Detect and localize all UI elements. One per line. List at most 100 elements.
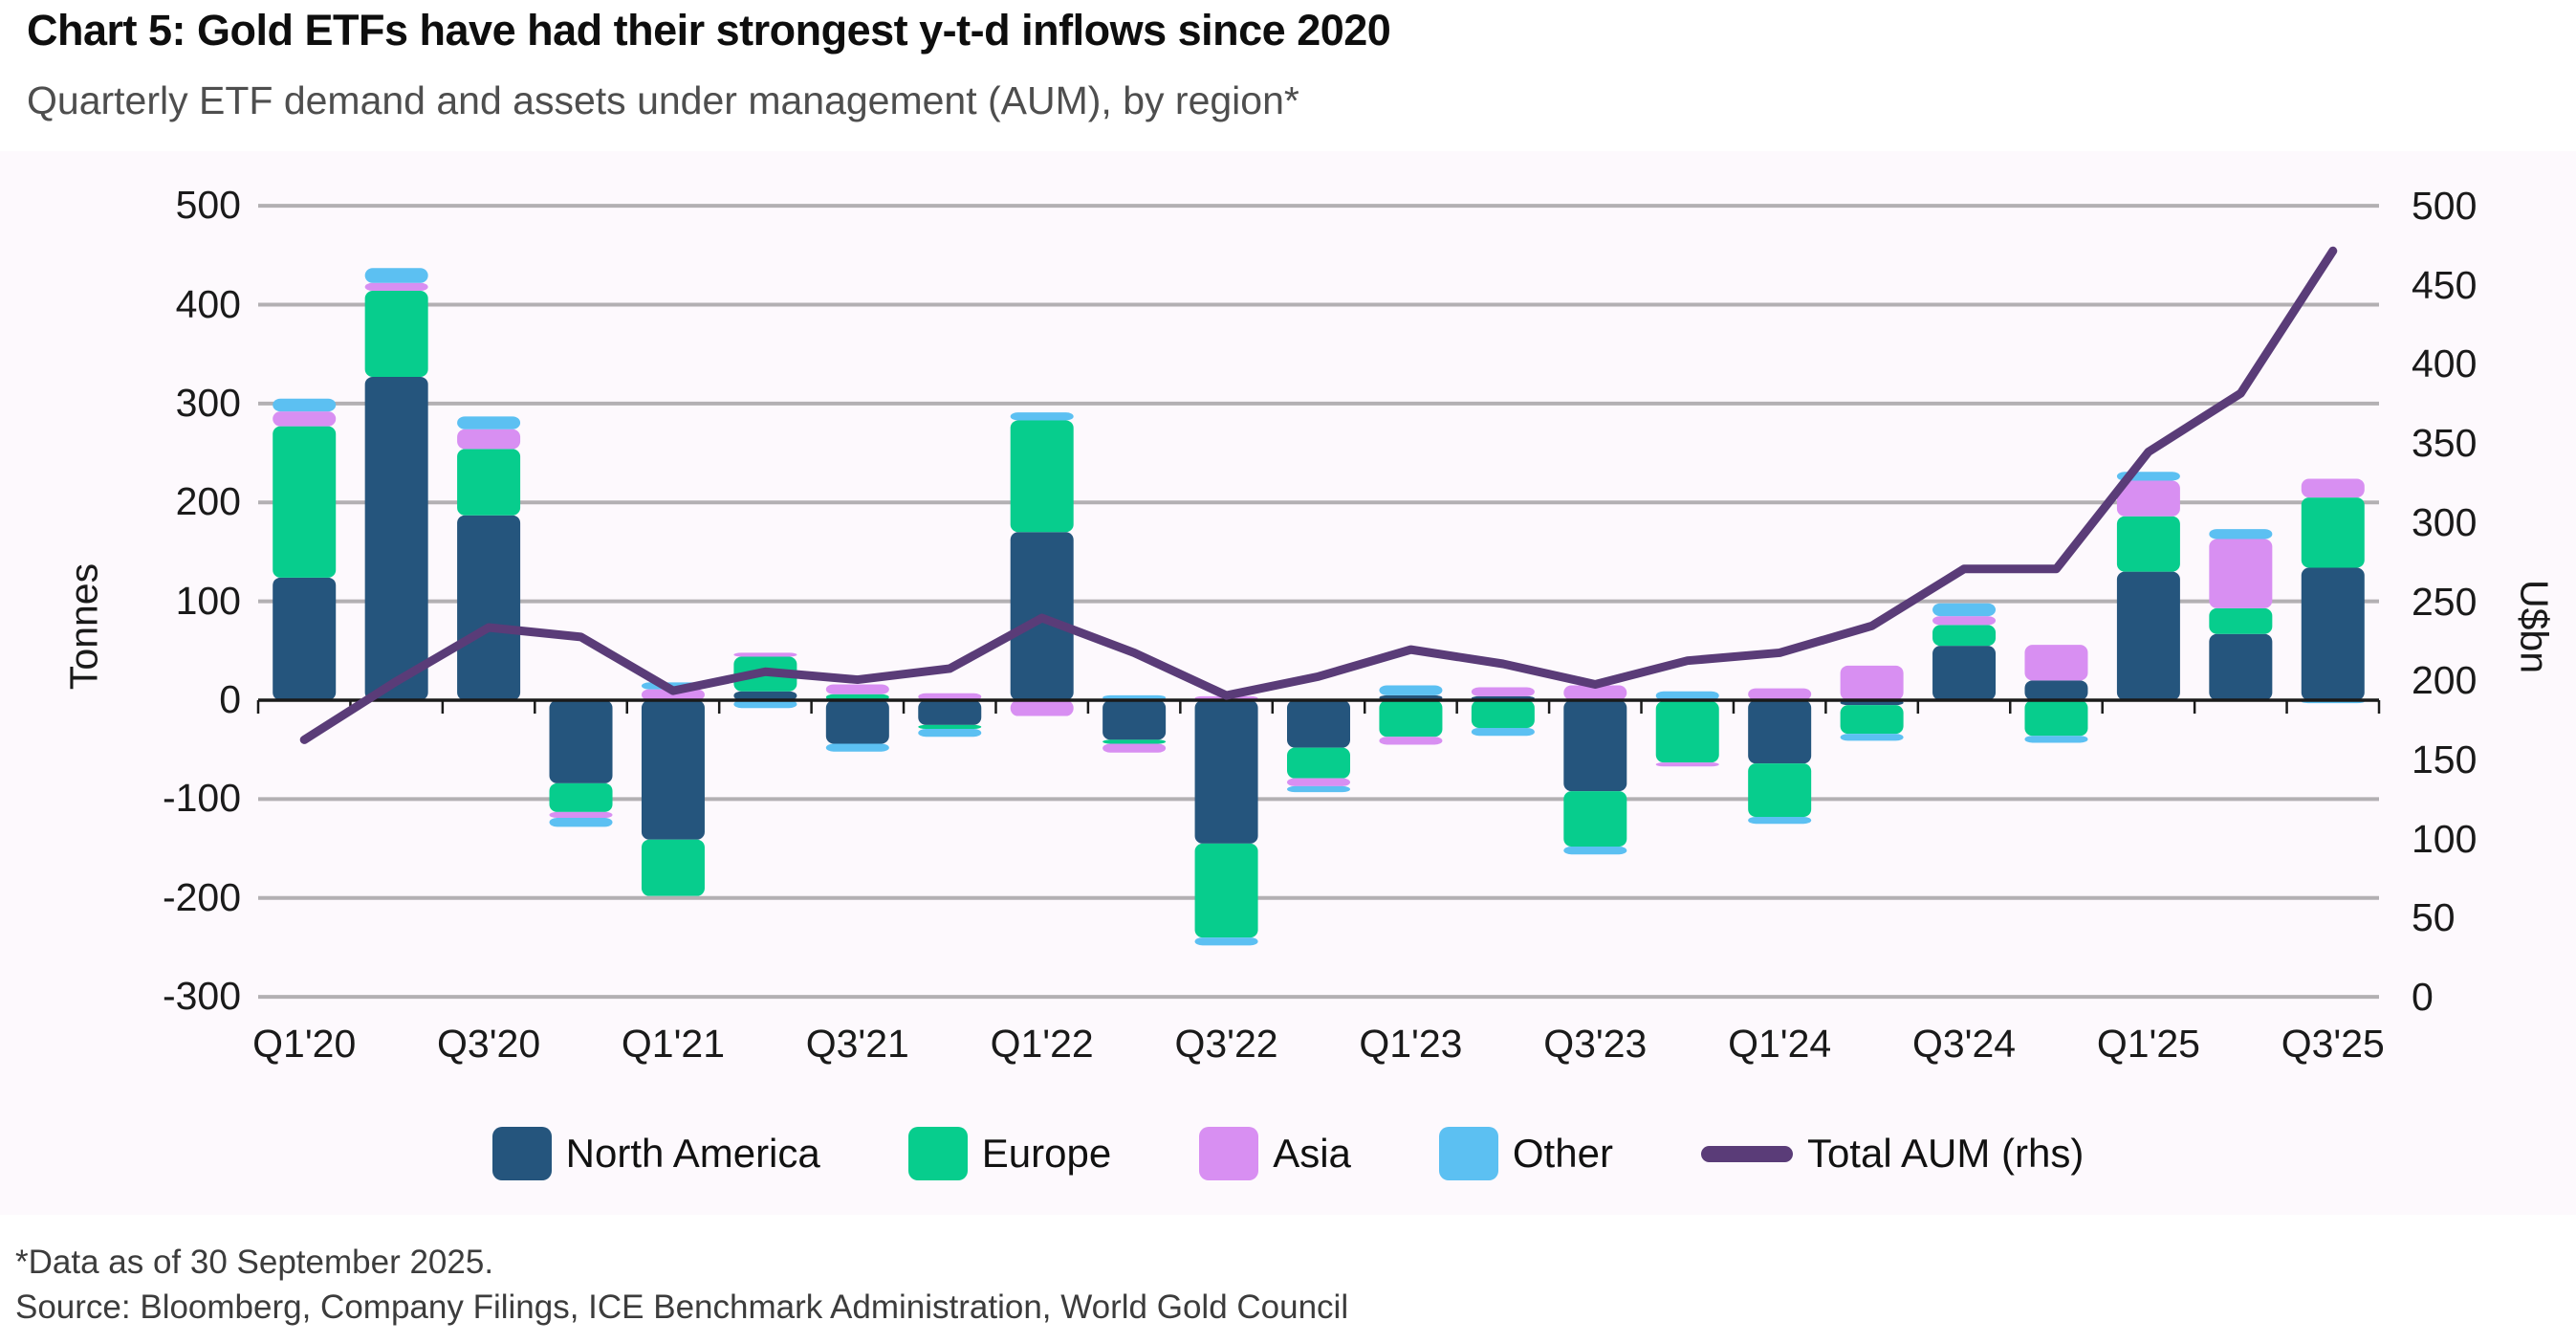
x-axis-tick-label: Q1'23 — [1359, 1022, 1463, 1066]
bar-segment-north-america — [641, 700, 705, 840]
right-axis-tick-label: 450 — [2412, 262, 2478, 307]
right-axis-tick-label: 350 — [2412, 421, 2478, 466]
bar-segment-north-america — [2209, 633, 2273, 700]
left-axis-tick-label: 400 — [175, 281, 241, 326]
x-axis-tick-label: Q3'22 — [1174, 1022, 1278, 1066]
legend-item-total-aum-rhs-: Total AUM (rhs) — [1700, 1131, 2084, 1177]
x-axis-tick-label: Q3'25 — [2281, 1022, 2385, 1066]
bar-segment-north-america — [1287, 700, 1350, 748]
bar-segment-other — [2209, 529, 2273, 539]
bar-segment-north-america — [364, 376, 428, 700]
bar-segment-europe — [549, 782, 613, 812]
bar-segment-other — [1748, 816, 1812, 825]
bar-segment-asia — [825, 684, 889, 694]
bar-segment-other — [918, 728, 982, 738]
left-axis-tick-label: 0 — [219, 677, 241, 721]
x-axis-tick-label: Q1'21 — [621, 1022, 726, 1066]
left-axis-tick-label: 300 — [175, 380, 241, 425]
bar-segment-asia — [1840, 665, 1904, 700]
bar-segment-asia — [273, 411, 337, 427]
legend-swatch-icon — [1438, 1127, 1498, 1180]
bar-segment-asia — [1932, 616, 1997, 626]
right-axis-tick-label: 150 — [2412, 737, 2478, 782]
bar-segment-other — [825, 743, 889, 752]
right-axis-tick-label: 0 — [2412, 975, 2434, 1019]
bar-segment-north-america — [273, 577, 337, 700]
bar-segment-asia — [2024, 645, 2088, 681]
bar-segment-asia — [1102, 743, 1167, 753]
bar-segment-europe — [1655, 701, 1719, 763]
bar-segment-asia — [2301, 478, 2365, 498]
bar-segment-north-america — [1932, 646, 1997, 700]
bar-segment-europe — [1010, 420, 1074, 533]
bar-segment-other — [1287, 785, 1350, 793]
bar-segment-asia — [1563, 685, 1627, 700]
bar-segment-asia — [457, 429, 521, 450]
legend-label: Asia — [1273, 1131, 1351, 1176]
bar-segment-europe — [1471, 700, 1535, 728]
bar-segment-europe — [918, 724, 982, 729]
bar-segment-europe — [1194, 843, 1258, 938]
legend-label: Other — [1512, 1131, 1613, 1176]
bar-segment-europe — [2116, 516, 2180, 572]
bar-segment-other — [549, 818, 613, 827]
left-axis-tick-label: -200 — [162, 874, 241, 919]
bar-segment-north-america — [733, 691, 797, 700]
right-axis-tick-label: 500 — [2412, 184, 2478, 228]
bar-segment-asia — [1471, 687, 1535, 696]
x-axis-tick-label: Q3'24 — [1911, 1022, 2017, 1066]
x-axis-tick-label: Q3'20 — [437, 1022, 541, 1066]
x-axis-tick-label: Q1'25 — [2096, 1022, 2200, 1066]
bar-segment-asia — [1287, 778, 1350, 786]
bar-segment-north-america — [2116, 571, 2180, 700]
bar-segment-other — [1932, 603, 1997, 617]
legend-swatch-icon — [491, 1127, 552, 1180]
bar-segment-other — [1563, 846, 1627, 855]
bar-segment-asia — [549, 811, 613, 819]
chart-subtitle: Quarterly ETF demand and assets under ma… — [27, 78, 1299, 122]
legend-label: Europe — [981, 1131, 1112, 1176]
bar-segment-north-america — [1102, 700, 1167, 740]
legend-swatch-icon — [907, 1127, 968, 1180]
right-axis-tick-label: 250 — [2412, 579, 2478, 624]
x-axis-tick-label: Q3'21 — [805, 1022, 909, 1066]
source-line: Source: Bloomberg, Company Filings, ICE … — [15, 1288, 1349, 1326]
x-axis-tick-label: Q1'24 — [1728, 1022, 1832, 1066]
bar-segment-other — [1655, 691, 1719, 700]
left-axis-tick-label: 200 — [175, 479, 241, 524]
right-axis-tick-label: 200 — [2412, 658, 2478, 703]
bar-segment-north-america — [825, 700, 889, 744]
bar-segment-other — [733, 700, 797, 709]
bar-segment-north-america — [549, 700, 613, 783]
bar-segment-other — [1379, 685, 1443, 695]
left-axis-title: Tonnes — [61, 562, 106, 691]
bar-segment-asia — [1655, 762, 1719, 767]
bar-segment-asia — [1748, 688, 1812, 700]
bar-segment-europe — [2209, 607, 2273, 634]
left-axis-tick-label: -300 — [162, 974, 241, 1019]
bar-segment-other — [364, 268, 428, 283]
bar-segment-europe — [457, 449, 521, 516]
left-axis-tick-label: -100 — [162, 776, 241, 821]
right-axis-tick-label: 400 — [2412, 341, 2478, 386]
bar-segment-europe — [1287, 747, 1350, 779]
legend-item-north-america: North America — [491, 1127, 820, 1180]
bar-segment-europe — [273, 426, 337, 578]
bar-segment-north-america — [2301, 567, 2365, 700]
bar-segment-europe — [2024, 700, 2088, 737]
bar-segment-asia — [733, 652, 797, 657]
bar-segment-north-america — [1563, 700, 1627, 792]
legend-line-icon — [1700, 1145, 1793, 1162]
legend-label: North America — [565, 1131, 820, 1176]
bar-segment-europe — [641, 839, 705, 896]
bar-segment-asia — [1010, 700, 1074, 716]
bar-segment-europe — [1840, 705, 1904, 735]
bar-segment-europe — [1563, 791, 1627, 847]
bar-segment-north-america — [1748, 700, 1812, 764]
bar-segment-asia — [1379, 737, 1443, 745]
bar-segment-other — [1840, 734, 1904, 741]
bar-segment-other — [1194, 937, 1258, 946]
total-aum-line — [299, 246, 2338, 744]
legend: North America Europe Asia Other Total AUM (r… — [0, 1127, 2576, 1180]
